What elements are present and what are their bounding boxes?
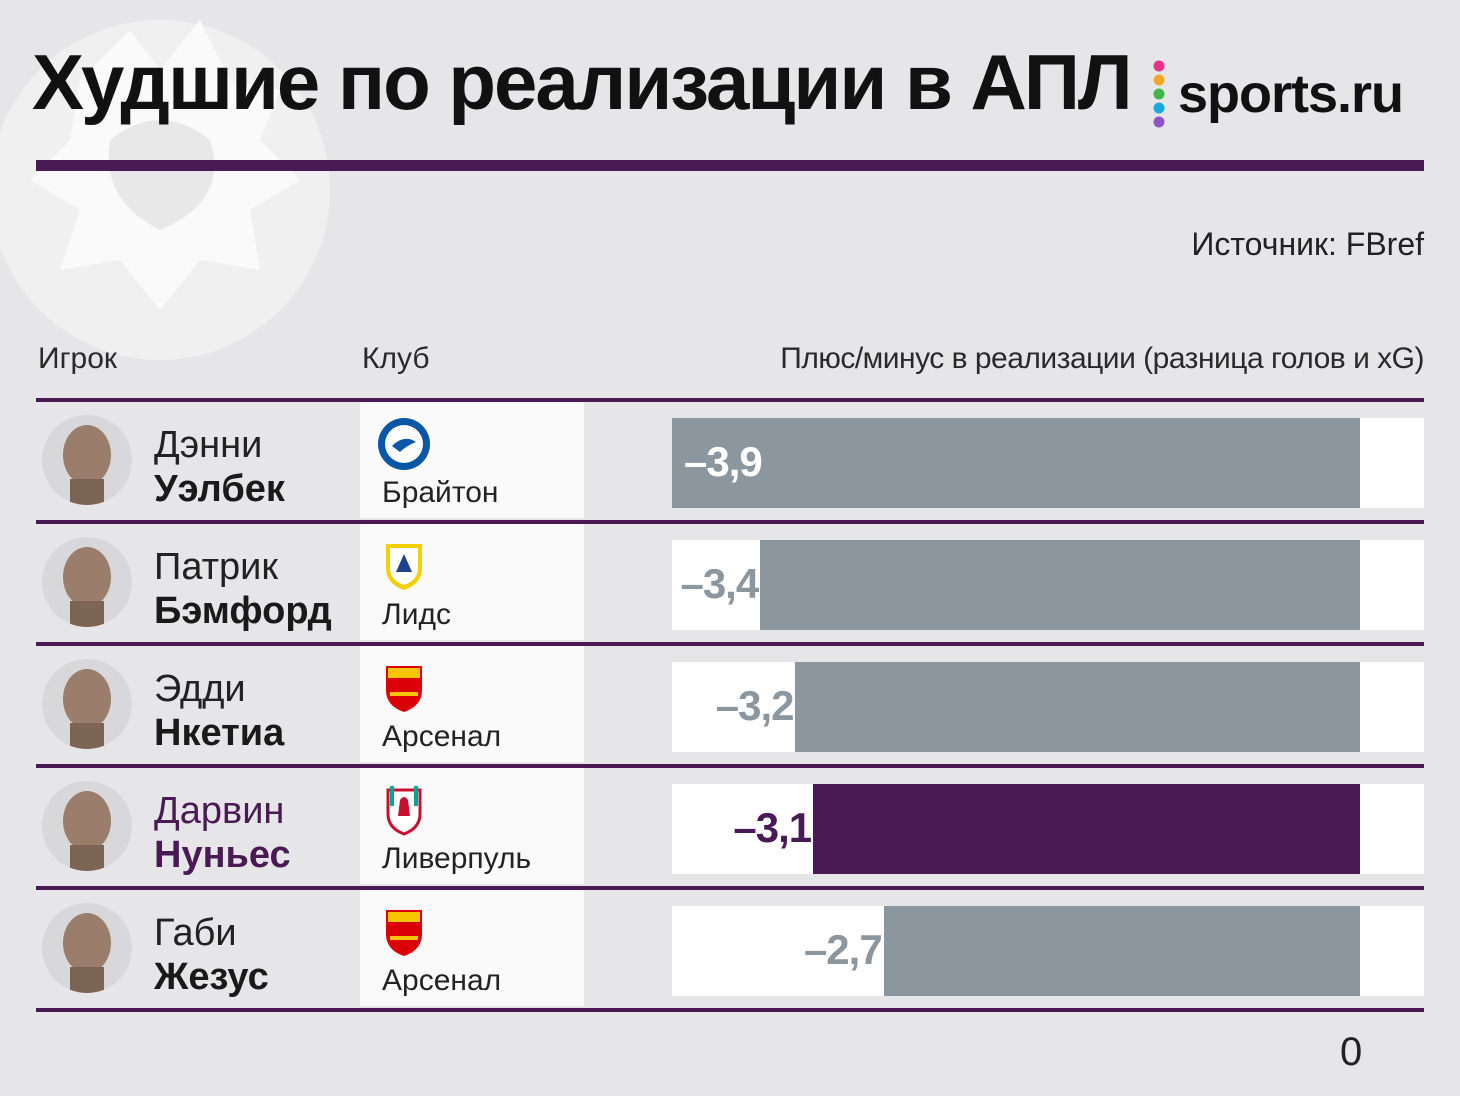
- bar-value: [795, 662, 1360, 752]
- axis-zero-label: 0: [1340, 1030, 1363, 1074]
- bar-value-label: –3,4: [680, 560, 759, 607]
- source-note: Источник: FBref: [1191, 226, 1424, 262]
- bar-value-label: –2,7: [803, 926, 883, 973]
- row-divider: [36, 520, 1424, 524]
- player-first-name: Эдди: [154, 668, 246, 710]
- bar-value: [813, 784, 1360, 874]
- club-name: Брайтон: [382, 476, 499, 509]
- arsenal-crest-icon: [376, 660, 432, 716]
- liverpool-crest-icon: [376, 782, 432, 838]
- page-title: Худшие по реализации в АПЛ: [32, 38, 1133, 126]
- club-name: Арсенал: [382, 720, 502, 753]
- player-first-name: Дэнни: [154, 424, 263, 466]
- logo-dot: [1153, 74, 1165, 86]
- table-row: Габи Жезус Арсенал –2,7: [36, 890, 1424, 1006]
- club-name: Арсенал: [382, 964, 502, 997]
- table-row: Эдди Нкетиа Арсенал –3,2: [36, 646, 1424, 762]
- player-first-name: Патрик: [154, 546, 279, 588]
- column-header-metric: Плюс/минус в реализации (разница голов и…: [780, 342, 1424, 375]
- player-photo: [42, 537, 132, 627]
- row-divider: [36, 1008, 1424, 1012]
- player-photo: [42, 781, 132, 871]
- player-first-name: Дарвин: [154, 790, 285, 832]
- row-divider: [36, 398, 1424, 402]
- logo-dot: [1153, 88, 1165, 100]
- bar-value: [883, 906, 1360, 996]
- column-header-club: Клуб: [362, 342, 430, 375]
- arsenal-crest-icon: [376, 904, 432, 960]
- player-last-name: Бэмфорд: [154, 590, 332, 632]
- club-name: Ливерпуль: [382, 842, 532, 875]
- brand-name: sports.ru: [1178, 64, 1404, 124]
- table-row: Дэнни Уэлбек Брайтон –3,9: [36, 402, 1424, 518]
- row-divider: [36, 886, 1424, 890]
- bar-track: –3,9: [672, 418, 1424, 508]
- logo-dots-icon: [1153, 60, 1165, 128]
- bar-value: [672, 418, 1360, 508]
- brand-logo: sports.ru: [1152, 58, 1404, 130]
- bar-track: –3,1: [672, 784, 1424, 874]
- column-header-player: Игрок: [38, 342, 117, 375]
- brighton-crest-icon: [376, 416, 432, 472]
- title-divider: [36, 160, 1424, 171]
- bar-track: –2,7: [672, 906, 1424, 996]
- bar-value: [760, 540, 1360, 630]
- logo-dot: [1153, 60, 1165, 72]
- player-last-name: Уэлбек: [154, 468, 285, 510]
- player-last-name: Жезус: [154, 956, 269, 998]
- logo-dot: [1153, 102, 1165, 114]
- player-last-name: Нуньес: [154, 834, 291, 876]
- bar-track: –3,4: [672, 540, 1424, 630]
- bar-value-label: –3,1: [733, 804, 812, 851]
- bar-track: –3,2: [672, 662, 1424, 752]
- row-divider: [36, 764, 1424, 768]
- table-row: Патрик Бэмфорд Лидс –3,4: [36, 524, 1424, 640]
- row-divider: [36, 642, 1424, 646]
- player-photo: [42, 903, 132, 993]
- leeds-crest-icon: [376, 538, 432, 594]
- table-row: Дарвин Нуньес Ливерпуль –3,1: [36, 768, 1424, 884]
- player-photo: [42, 659, 132, 749]
- player-photo: [42, 415, 132, 505]
- bar-value-label: –3,9: [684, 438, 763, 485]
- logo-dot: [1153, 116, 1165, 128]
- player-last-name: Нкетиа: [154, 712, 285, 754]
- player-first-name: Габи: [154, 912, 237, 954]
- bar-value-label: –3,2: [715, 682, 795, 729]
- club-name: Лидс: [382, 598, 451, 631]
